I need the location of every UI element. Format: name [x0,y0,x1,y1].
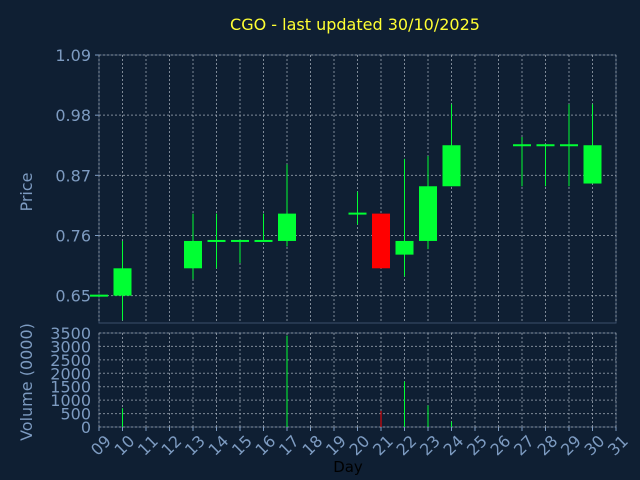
candle-body [231,239,249,242]
candle-body [348,212,367,215]
candle-body [536,144,555,147]
candle-body [254,239,273,242]
candle-body [583,145,602,184]
volume-tick-label: 0 [81,418,91,437]
price-tick-label: 0.98 [55,106,91,125]
price-panel: 0.65 0.76 0.87 0.98 1.09 [55,46,617,324]
x-axis-ticks: 0910111213141516171819202122232425262728… [87,427,632,459]
volume-tick-label: 2000 [50,364,91,383]
volume-tick-label: 1000 [50,391,91,410]
candle-body [560,144,578,147]
volume-axis-label: Volume (0000) [17,323,36,441]
candle-body [278,213,296,241]
volume-tick-label: 500 [60,405,91,424]
candle-body [90,294,108,297]
price-axis-label: Price [17,172,36,211]
price-tick-label: 0.87 [55,166,91,185]
candle-body [372,213,390,269]
candle-body [513,144,531,147]
price-tick-label: 0.65 [55,287,91,306]
volume-tick-label: 3000 [50,337,91,356]
volume-frame [98,332,617,428]
chart-title: CGO - last updated 30/10/2025 [230,15,480,34]
candle-body [113,268,132,296]
candle-body [184,240,202,269]
candle-body [442,145,461,187]
volume-tick-label: 2500 [50,351,91,370]
candle-body [395,240,414,255]
price-tick-label: 1.09 [55,46,91,65]
price-tick-label: 0.76 [55,226,91,245]
volume-tick-label: 1500 [50,378,91,397]
x-tick-label: 31 [604,431,632,459]
x-axis-label: Day [333,458,363,476]
candle-body [419,186,437,241]
candle-body [207,239,226,242]
volume-tick-label: 3500 [50,324,91,343]
